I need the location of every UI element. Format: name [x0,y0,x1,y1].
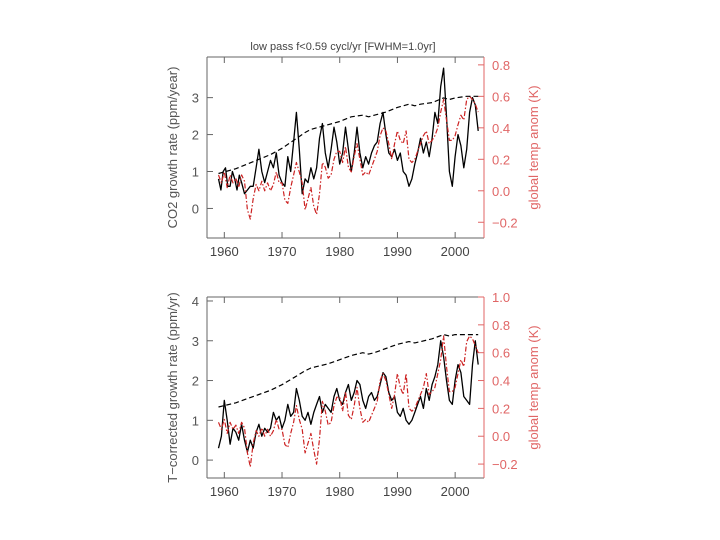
y-tick-label: 1 [192,165,199,180]
top-panel: 1960 1970 1980 1990 2000 0 1 2 3 −0.2 0.0 0.2 0.4 0.6… [165,56,541,259]
x-tick-label: 1980 [325,484,354,499]
y-tick-label: 2 [192,374,199,389]
temp-anomaly-line [217,335,479,468]
y2-tick-label: −0.2 [492,215,518,230]
y2-tick-label: 0.8 [492,318,510,333]
y2-tick-label: 0.2 [492,401,510,416]
temp-trend-dashed-line [218,95,479,175]
co2-growth-line [217,340,479,453]
y2-tick-label: 0.0 [492,184,510,199]
y2-axis-label: global temp anom (K) [526,85,541,209]
y-tick-label: 0 [192,453,199,468]
y2-axis-label: global temp anom (K) [526,325,541,449]
y2-tick-label: 1.0 [492,290,510,305]
x-tick-label: 1990 [383,484,412,499]
co2-growth-line [217,67,479,195]
x-tick-label: 1970 [268,484,297,499]
x-tick-label: 1960 [210,484,239,499]
y2-tick-label: 0.0 [492,429,510,444]
x-tick-label: 1960 [210,244,239,259]
y2-tick-label: 0.4 [492,121,510,136]
x-tick-label: 2000 [441,244,470,259]
y-axis-label: CO2 growth rate (ppm/year) [165,67,180,229]
y-tick-label: 0 [192,201,199,216]
chart-title: low pass f<0.59 cycl/yr [FWHM=1.0yr] [250,41,435,53]
y-tick-label: 1 [192,413,199,428]
x-tick-label: 1990 [383,244,412,259]
x-tick-label: 2000 [441,484,470,499]
y2-tick-label: −0.2 [492,457,518,472]
temp-anomaly-line [217,95,479,220]
x-tick-label: 1970 [268,244,297,259]
y2-tick-label: 0.4 [492,374,510,389]
y-tick-label: 3 [192,334,199,349]
y2-tick-label: 0.6 [492,346,510,361]
x-tick-label: 1980 [325,244,354,259]
y-tick-label: 4 [192,294,199,309]
temp-trend-dashed-line [218,334,479,408]
y-tick-label: 3 [192,91,199,106]
y2-tick-label: 0.6 [492,89,510,104]
y2-tick-label: 0.8 [492,58,510,73]
bottom-panel: 1960 1970 1980 1990 2000 0 1 2 3 4 −0.2 0.0 0.2 0.4 0.… [165,290,541,499]
y-axis-label: T−corrected growth rate (ppm/yr) [165,292,180,482]
y2-tick-label: 0.2 [492,152,510,167]
y-tick-label: 2 [192,128,199,143]
